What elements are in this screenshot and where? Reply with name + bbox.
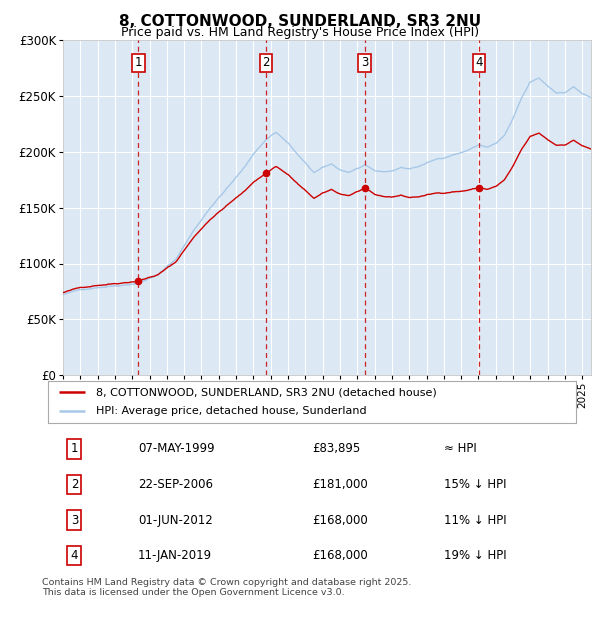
Text: Contains HM Land Registry data © Crown copyright and database right 2025.
This d: Contains HM Land Registry data © Crown c… [42, 578, 412, 597]
Text: 1: 1 [71, 442, 78, 455]
Text: £181,000: £181,000 [312, 478, 368, 491]
Text: 4: 4 [475, 56, 483, 69]
Text: 3: 3 [361, 56, 368, 69]
Text: 15% ↓ HPI: 15% ↓ HPI [444, 478, 506, 491]
Text: 11-JAN-2019: 11-JAN-2019 [138, 549, 212, 562]
Text: 4: 4 [71, 549, 78, 562]
Text: 11% ↓ HPI: 11% ↓ HPI [444, 513, 506, 526]
Text: 1: 1 [134, 56, 142, 69]
Text: £168,000: £168,000 [312, 513, 368, 526]
Text: 8, COTTONWOOD, SUNDERLAND, SR3 2NU: 8, COTTONWOOD, SUNDERLAND, SR3 2NU [119, 14, 481, 29]
Text: £83,895: £83,895 [312, 442, 360, 455]
Text: HPI: Average price, detached house, Sunderland: HPI: Average price, detached house, Sund… [95, 407, 366, 417]
Text: 3: 3 [71, 513, 78, 526]
Text: 22-SEP-2006: 22-SEP-2006 [138, 478, 213, 491]
Text: £168,000: £168,000 [312, 549, 368, 562]
Text: 8, COTTONWOOD, SUNDERLAND, SR3 2NU (detached house): 8, COTTONWOOD, SUNDERLAND, SR3 2NU (deta… [95, 387, 436, 397]
Text: 01-JUN-2012: 01-JUN-2012 [138, 513, 212, 526]
Text: 19% ↓ HPI: 19% ↓ HPI [444, 549, 506, 562]
Text: ≈ HPI: ≈ HPI [444, 442, 477, 455]
Text: 2: 2 [71, 478, 78, 491]
Text: Price paid vs. HM Land Registry's House Price Index (HPI): Price paid vs. HM Land Registry's House … [121, 26, 479, 39]
Text: 07-MAY-1999: 07-MAY-1999 [138, 442, 214, 455]
Text: 2: 2 [262, 56, 270, 69]
